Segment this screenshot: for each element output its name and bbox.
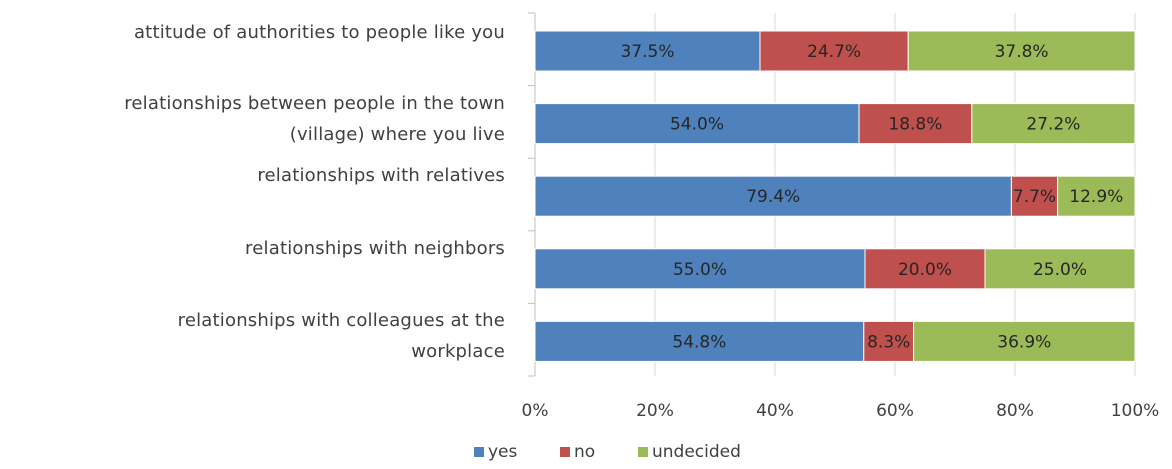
legend-item-no: no bbox=[560, 442, 595, 462]
x-tick-label: 0% bbox=[522, 401, 549, 421]
legend-item-yes: yes bbox=[474, 442, 518, 462]
category-label: relationships with neighbors bbox=[245, 238, 505, 259]
x-axis-ticks: 0% 20% 40% 60% 80% 100% bbox=[522, 401, 1160, 421]
x-tick-label: 20% bbox=[636, 401, 674, 421]
data-label-yes: 55.0% bbox=[673, 260, 727, 280]
x-tick-label: 40% bbox=[756, 401, 794, 421]
legend-label: yes bbox=[488, 442, 518, 462]
category-label: relationships with relatives bbox=[257, 165, 505, 186]
bar-yes bbox=[534, 103, 860, 145]
legend-label: no bbox=[574, 442, 595, 462]
data-label-yes: 54.8% bbox=[672, 332, 726, 352]
legend-item-undecided: undecided bbox=[638, 442, 741, 462]
category-label: relationships between people in the town… bbox=[124, 93, 505, 145]
bar-no bbox=[759, 30, 909, 72]
bar-undecided bbox=[907, 30, 1136, 72]
data-label-no: 7.7% bbox=[1013, 187, 1056, 207]
legend-swatch bbox=[638, 447, 648, 457]
category-label: attitude of authorities to people like y… bbox=[134, 22, 505, 43]
bar-undecided bbox=[1057, 175, 1136, 217]
data-label-undecided: 27.2% bbox=[1026, 115, 1080, 135]
bar-undecided bbox=[913, 320, 1136, 362]
x-tick-label: 100% bbox=[1111, 401, 1160, 421]
data-label-yes: 54.0% bbox=[670, 115, 724, 135]
data-label-undecided: 25.0% bbox=[1033, 260, 1087, 280]
bar-yes bbox=[534, 320, 865, 362]
category-label: relationships with colleagues at the work… bbox=[178, 310, 505, 362]
data-label-no: 24.7% bbox=[807, 42, 861, 62]
bar-yes bbox=[534, 30, 761, 72]
category-labels: attitude of authorities to people like y… bbox=[124, 22, 505, 362]
bar-no bbox=[864, 248, 986, 290]
bar-no bbox=[858, 103, 973, 145]
legend-swatch bbox=[474, 447, 484, 457]
bars: 37.5% 24.7% 37.8% 54.0% 18.8% 27.2% 79.4% 7.7% 1… bbox=[534, 30, 1136, 362]
data-label-no: 18.8% bbox=[888, 115, 942, 135]
x-tick-label: 60% bbox=[876, 401, 914, 421]
legend: yes no undecided bbox=[474, 442, 741, 462]
legend-swatch bbox=[560, 447, 570, 457]
bar-yes bbox=[534, 175, 1012, 217]
legend-label: undecided bbox=[652, 442, 741, 462]
bar-no bbox=[863, 320, 915, 362]
bar-undecided bbox=[984, 248, 1136, 290]
bar-undecided bbox=[971, 103, 1136, 145]
data-label-yes: 37.5% bbox=[620, 42, 674, 62]
x-tick-label: 80% bbox=[996, 401, 1034, 421]
data-label-undecided: 36.9% bbox=[997, 332, 1051, 352]
data-label-undecided: 12.9% bbox=[1069, 187, 1123, 207]
data-label-yes: 79.4% bbox=[746, 187, 800, 207]
data-label-undecided: 37.8% bbox=[995, 42, 1049, 62]
data-label-no: 20.0% bbox=[898, 260, 952, 280]
data-label-no: 8.3% bbox=[867, 332, 910, 352]
bar-yes bbox=[534, 248, 866, 290]
